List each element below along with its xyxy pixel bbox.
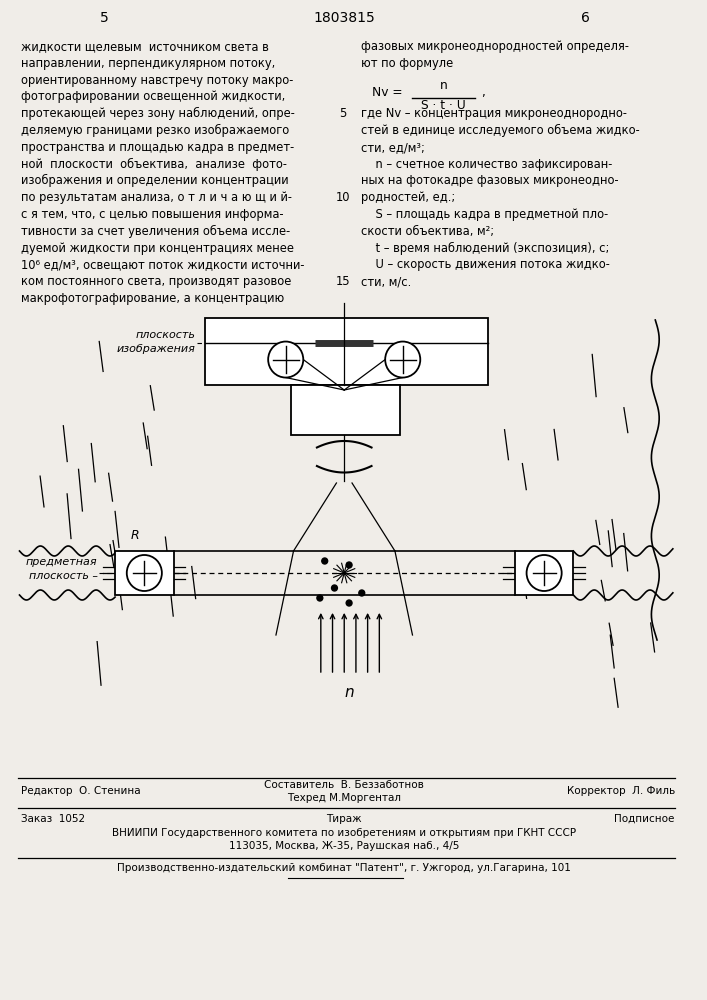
Text: фотографировании освещенной жидкости,: фотографировании освещенной жидкости, xyxy=(21,90,286,103)
Text: Производственно-издательский комбинат "Патент", г. Ужгород, ул.Гагарина, 101: Производственно-издательский комбинат "П… xyxy=(117,863,571,873)
Circle shape xyxy=(317,595,323,601)
Text: фазовых микронеоднородностей определя-: фазовых микронеоднородностей определя- xyxy=(361,40,629,53)
Text: n: n xyxy=(440,79,448,92)
Text: ориентированному навстречу потоку макро-: ориентированному навстречу потоку макро- xyxy=(21,74,294,87)
Bar xyxy=(291,385,399,435)
Text: направлении, перпендикулярном потоку,: направлении, перпендикулярном потоку, xyxy=(21,57,276,70)
Circle shape xyxy=(268,342,303,378)
Text: Техред М.Моргентал: Техред М.Моргентал xyxy=(287,793,402,803)
Text: 113035, Москва, Ж-35, Раушская наб., 4/5: 113035, Москва, Ж-35, Раушская наб., 4/5 xyxy=(229,841,460,851)
Text: ком постоянного света, производят разовое: ком постоянного света, производят разово… xyxy=(21,275,292,288)
Circle shape xyxy=(346,562,352,568)
Text: по результатам анализа, о т л и ч а ю щ и й-: по результатам анализа, о т л и ч а ю щ … xyxy=(21,191,293,204)
Text: Тираж: Тираж xyxy=(327,814,362,824)
Text: ных на фотокадре фазовых микронеодно-: ных на фотокадре фазовых микронеодно- xyxy=(361,174,619,187)
Circle shape xyxy=(332,585,337,591)
Text: 6: 6 xyxy=(580,11,590,25)
Text: плоскость: плоскость xyxy=(135,330,195,340)
Text: n – счетное количество зафиксирован-: n – счетное количество зафиксирован- xyxy=(361,158,612,171)
Text: Редактор  О. Стенина: Редактор О. Стенина xyxy=(21,786,141,796)
Text: 5: 5 xyxy=(339,107,347,120)
Text: 15: 15 xyxy=(336,275,351,288)
Circle shape xyxy=(346,600,352,606)
Text: Составитель  В. Беззаботнов: Составитель В. Беззаботнов xyxy=(264,780,424,790)
Text: n: n xyxy=(344,685,354,700)
Text: дуемой жидкости при концентрациях менее: дуемой жидкости при концентрациях менее xyxy=(21,242,294,255)
Text: сти, м/с.: сти, м/с. xyxy=(361,275,411,288)
Text: U – скорость движения потока жидко-: U – скорость движения потока жидко- xyxy=(361,258,609,271)
Text: S · t · U: S · t · U xyxy=(421,99,466,112)
Text: тивности за счет увеличения объема иссле-: тивности за счет увеличения объема иссле… xyxy=(21,225,291,238)
Text: t – время наблюдений (экспозиция), с;: t – время наблюдений (экспозиция), с; xyxy=(361,242,609,255)
Text: 5: 5 xyxy=(100,11,109,25)
Text: протекающей через зону наблюдений, опре-: протекающей через зону наблюдений, опре- xyxy=(21,107,296,120)
Text: Заказ  1052: Заказ 1052 xyxy=(21,814,86,824)
Text: плоскость –: плоскость – xyxy=(28,571,98,581)
Text: где Nv – концентрация микронеоднородно-: где Nv – концентрация микронеоднородно- xyxy=(361,107,627,120)
Bar xyxy=(115,551,174,595)
Text: изображения и определении концентрации: изображения и определении концентрации xyxy=(21,174,289,187)
Text: Подписное: Подписное xyxy=(614,814,674,824)
Text: Корректор  Л. Филь: Корректор Л. Филь xyxy=(566,786,674,796)
Text: изображения: изображения xyxy=(116,344,195,354)
Circle shape xyxy=(322,558,327,564)
Text: R: R xyxy=(130,529,139,542)
Text: пространства и площадью кадра в предмет-: пространства и площадью кадра в предмет- xyxy=(21,141,295,154)
Text: ВНИИПИ Государственного комитета по изобретениям и открытиям при ГКНТ СССР: ВНИИПИ Государственного комитета по изоб… xyxy=(112,828,576,838)
Text: скости объектива, м²;: скости объектива, м²; xyxy=(361,225,494,238)
Text: сти, ед/м³;: сти, ед/м³; xyxy=(361,141,425,154)
Text: 1803815: 1803815 xyxy=(313,11,375,25)
Text: жидкости щелевым  источником света в: жидкости щелевым источником света в xyxy=(21,40,269,53)
Text: родностей, ед.;: родностей, ед.; xyxy=(361,191,455,204)
Text: Nv =: Nv = xyxy=(372,86,403,99)
Text: с я тем, что, с целью повышения информа-: с я тем, что, с целью повышения информа- xyxy=(21,208,284,221)
Circle shape xyxy=(359,590,365,596)
Text: деляемую границами резко изображаемого: деляемую границами резко изображаемого xyxy=(21,124,290,137)
Circle shape xyxy=(527,555,561,591)
Bar xyxy=(515,551,573,595)
Circle shape xyxy=(385,342,420,378)
Text: ют по формуле: ют по формуле xyxy=(361,57,453,70)
Text: ,: , xyxy=(481,86,484,99)
Text: макрофотографирование, а концентрацию: макрофотографирование, а концентрацию xyxy=(21,292,285,305)
Text: 10⁶ ед/м³, освещают поток жидкости источни-: 10⁶ ед/м³, освещают поток жидкости источ… xyxy=(21,258,305,271)
Text: ной  плоскости  объектива,  анализе  фото-: ной плоскости объектива, анализе фото- xyxy=(21,158,288,171)
Bar xyxy=(205,318,488,385)
Text: стей в единице исследуемого объема жидко-: стей в единице исследуемого объема жидко… xyxy=(361,124,640,137)
Text: предметная: предметная xyxy=(26,557,98,567)
Circle shape xyxy=(127,555,162,591)
Text: S – площадь кадра в предметной пло-: S – площадь кадра в предметной пло- xyxy=(361,208,608,221)
Text: 10: 10 xyxy=(336,191,351,204)
